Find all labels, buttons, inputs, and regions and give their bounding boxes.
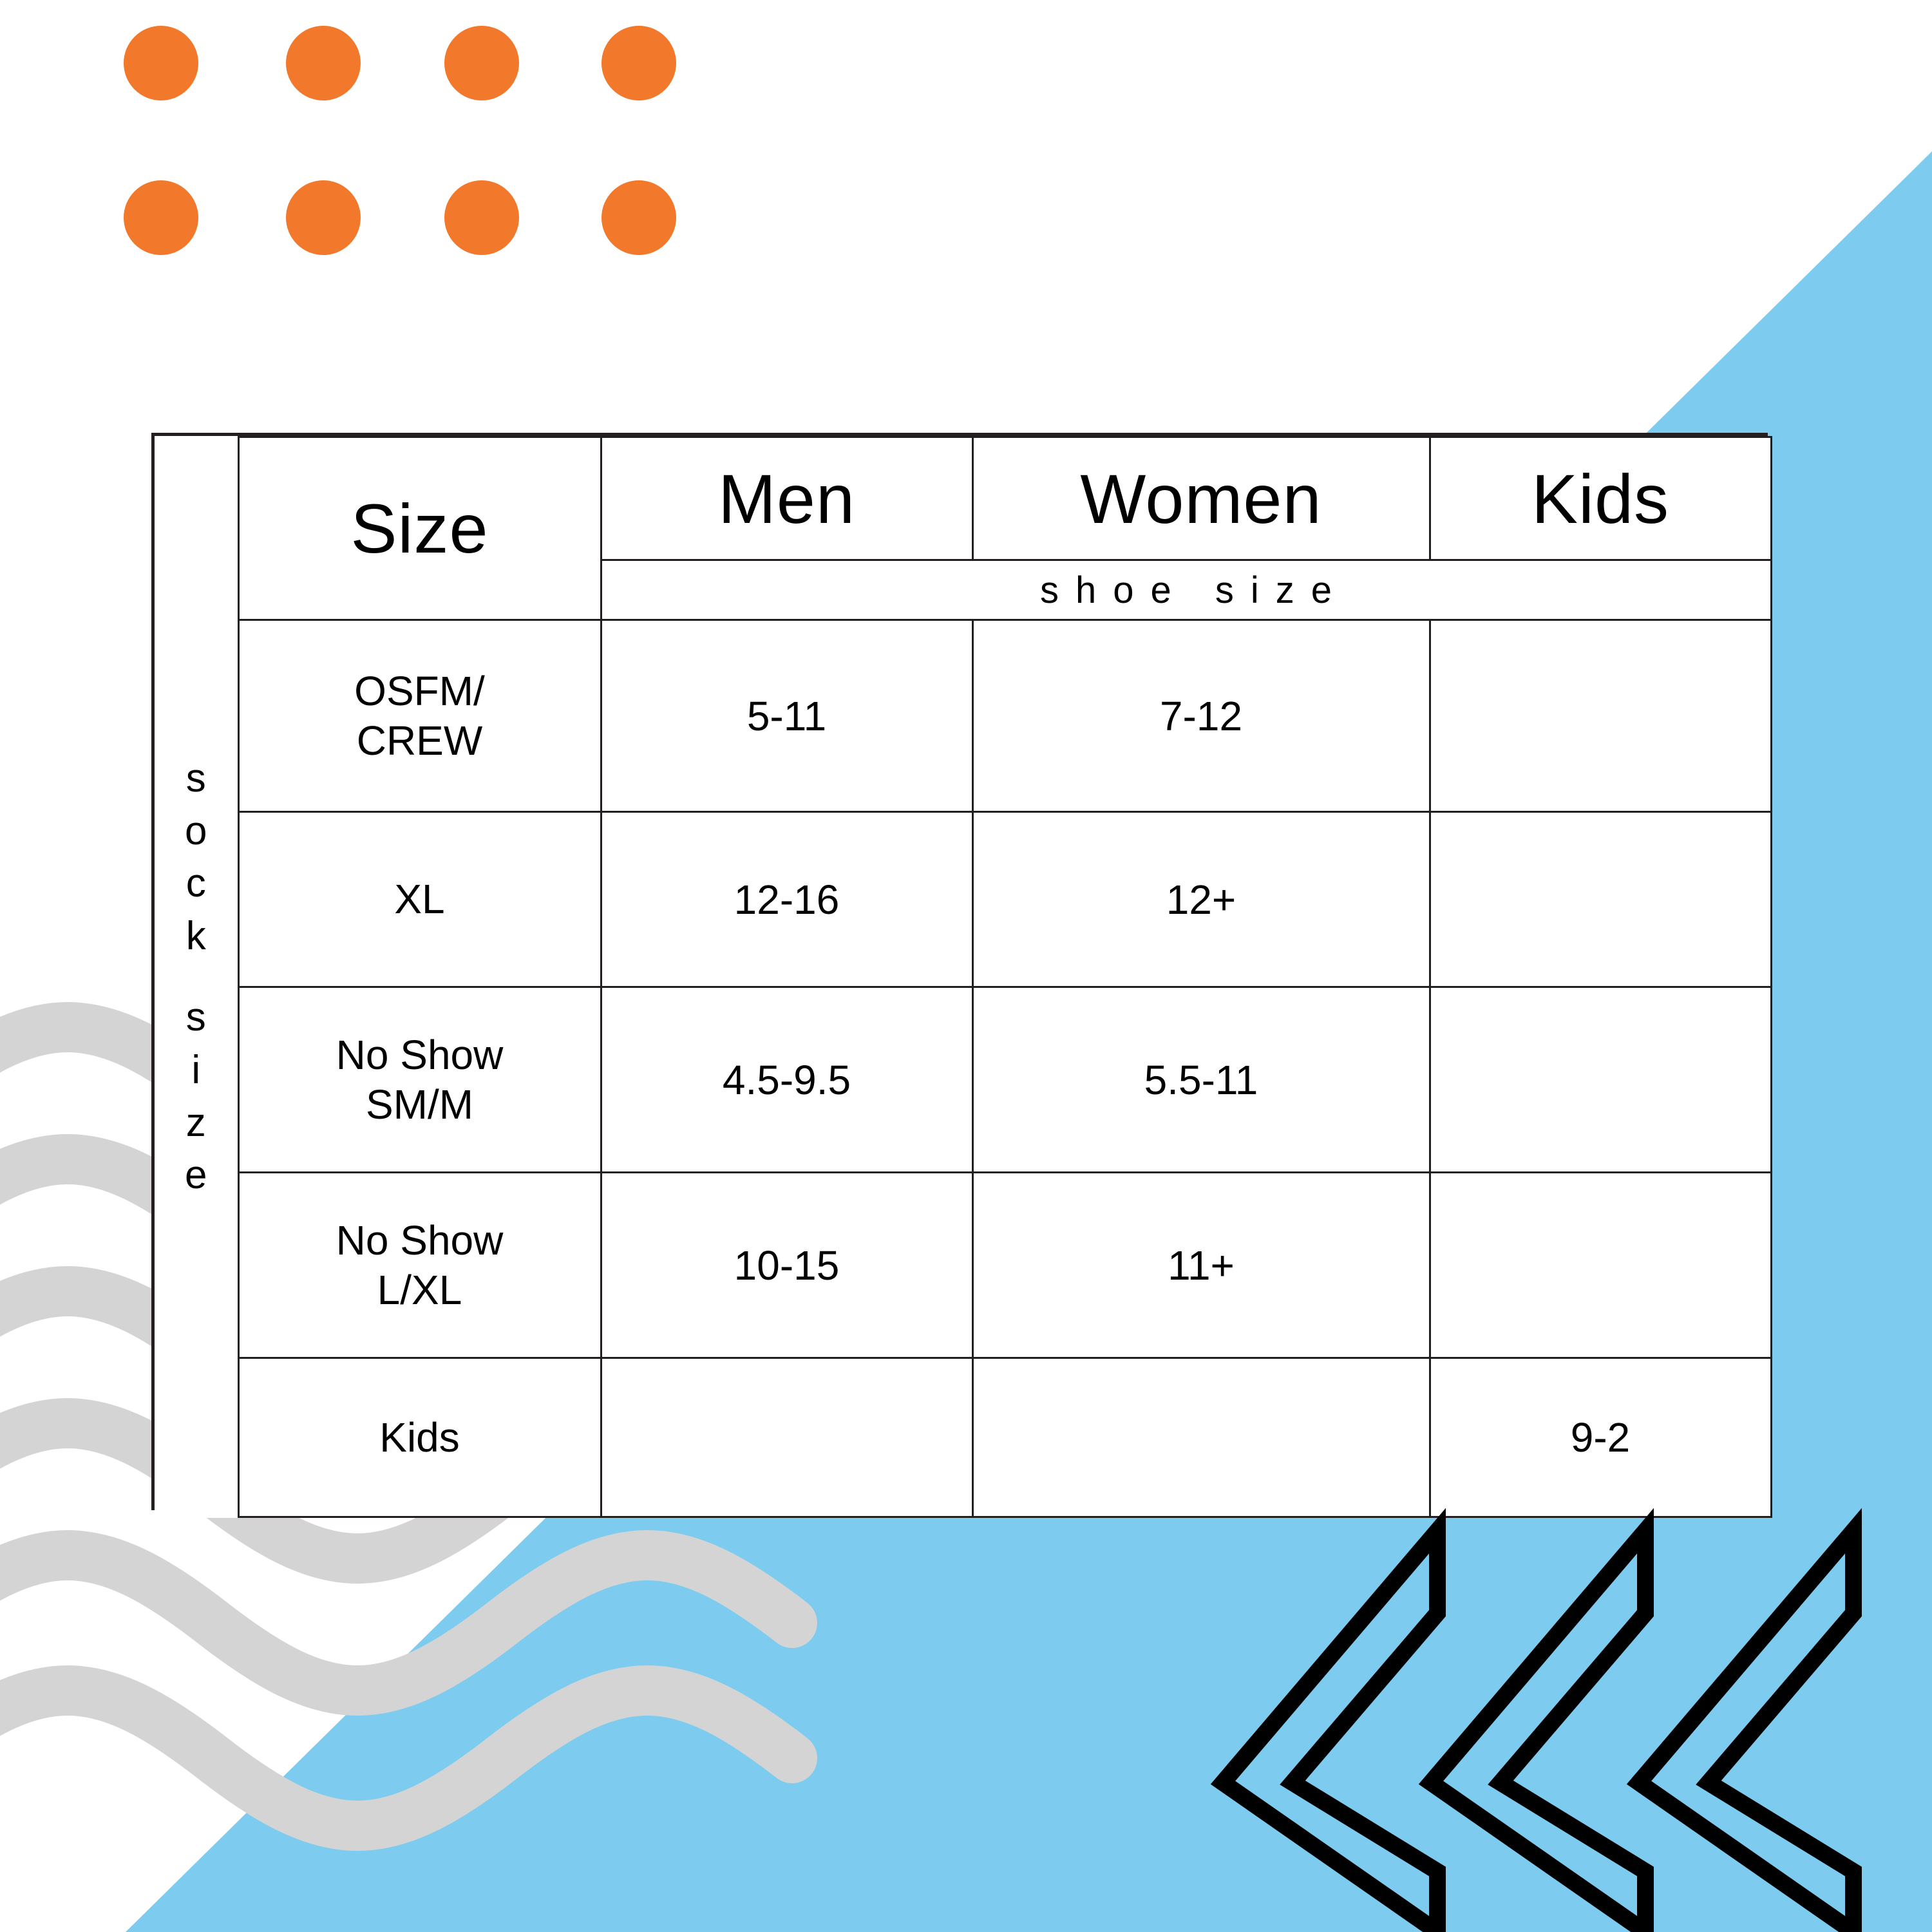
orange-dot bbox=[601, 180, 676, 255]
cell-kids-no-show-l-xl bbox=[1428, 1171, 1772, 1359]
cell-women-kids bbox=[971, 1357, 1431, 1518]
orange-dot bbox=[124, 26, 198, 100]
axis-letter: c bbox=[185, 861, 206, 906]
row-label-no-show-sm-m: No Show SM/M bbox=[237, 986, 602, 1173]
row-label-line: OSFM/ bbox=[354, 667, 485, 714]
chevron-left-icon bbox=[1418, 1508, 1654, 1932]
cell-kids-xl bbox=[1428, 811, 1772, 988]
row-label-line: L/XL bbox=[377, 1266, 462, 1313]
cell-kids-kids: 9-2 bbox=[1428, 1357, 1772, 1518]
row-label-line: No Show bbox=[336, 1217, 504, 1264]
cell-women-xl: 12+ bbox=[971, 811, 1431, 988]
axis-letter: k bbox=[185, 914, 206, 959]
cell-women-osfm-crew: 7-12 bbox=[971, 619, 1431, 813]
cell-men-kids bbox=[600, 1357, 974, 1518]
orange-dot bbox=[444, 26, 519, 100]
cell-men-no-show-sm-m: 4.5-9.5 bbox=[600, 986, 974, 1173]
axis-label-sock-size: s o c k s i z e bbox=[155, 437, 240, 1517]
cell-men-xl: 12-16 bbox=[600, 811, 974, 988]
cell-kids-osfm-crew bbox=[1428, 619, 1772, 813]
table-subheader-row: shoe size bbox=[155, 559, 1772, 621]
axis-letter: o bbox=[185, 808, 207, 853]
sock-size-chart-table: s o c k s i z e Size Men Women bbox=[151, 433, 1772, 1518]
orange-dot bbox=[444, 180, 519, 255]
header-kids: Kids bbox=[1428, 436, 1772, 561]
axis-letter: z bbox=[185, 1100, 206, 1145]
orange-dot bbox=[601, 26, 676, 100]
header-women: Women bbox=[971, 436, 1431, 561]
table-row: No Show L/XL 10-15 11+ bbox=[155, 1171, 1772, 1359]
axis-letter: s bbox=[185, 755, 206, 800]
subheader-shoe-size: shoe size bbox=[600, 559, 1772, 621]
orange-dot bbox=[124, 180, 198, 255]
axis-letter: e bbox=[185, 1153, 207, 1198]
orange-dot bbox=[286, 180, 361, 255]
row-label-line: XL bbox=[394, 876, 445, 923]
cell-men-osfm-crew: 5-11 bbox=[600, 619, 974, 813]
size-chart: s o c k s i z e Size Men Women bbox=[155, 436, 1772, 1518]
row-label-no-show-l-xl: No Show L/XL bbox=[237, 1171, 602, 1359]
orange-dot bbox=[286, 26, 361, 100]
cell-kids-no-show-sm-m bbox=[1428, 986, 1772, 1173]
row-label-osfm-crew: OSFM/ CREW bbox=[237, 619, 602, 813]
cell-women-no-show-l-xl: 11+ bbox=[971, 1171, 1431, 1359]
row-label-line: CREW bbox=[356, 717, 483, 764]
chevron-left-icon bbox=[1626, 1508, 1862, 1932]
row-label-kids: Kids bbox=[237, 1357, 602, 1518]
chevron-left-icon bbox=[1210, 1508, 1446, 1932]
table-row: Kids 9-2 bbox=[155, 1357, 1772, 1518]
table-row: XL 12-16 12+ bbox=[155, 811, 1772, 988]
table-row: OSFM/ CREW 5-11 7-12 bbox=[155, 619, 1772, 813]
cell-men-no-show-l-xl: 10-15 bbox=[600, 1171, 974, 1359]
row-label-line: SM/M bbox=[365, 1081, 474, 1128]
header-men: Men bbox=[600, 436, 974, 561]
row-label-line: Kids bbox=[379, 1414, 460, 1461]
wave-line-6 bbox=[0, 1665, 817, 1851]
header-size: Size bbox=[237, 436, 602, 621]
axis-letter: s bbox=[185, 995, 206, 1039]
table-header-row: s o c k s i z e Size Men Women bbox=[155, 436, 1772, 1517]
cell-women-no-show-sm-m: 5.5-11 bbox=[971, 986, 1431, 1173]
axis-letter: i bbox=[191, 1047, 201, 1092]
table-row: No Show SM/M 4.5-9.5 5.5-11 bbox=[155, 986, 1772, 1173]
row-label-xl: XL bbox=[237, 811, 602, 988]
row-label-line: No Show bbox=[336, 1031, 504, 1078]
wave-line-5 bbox=[0, 1530, 817, 1716]
